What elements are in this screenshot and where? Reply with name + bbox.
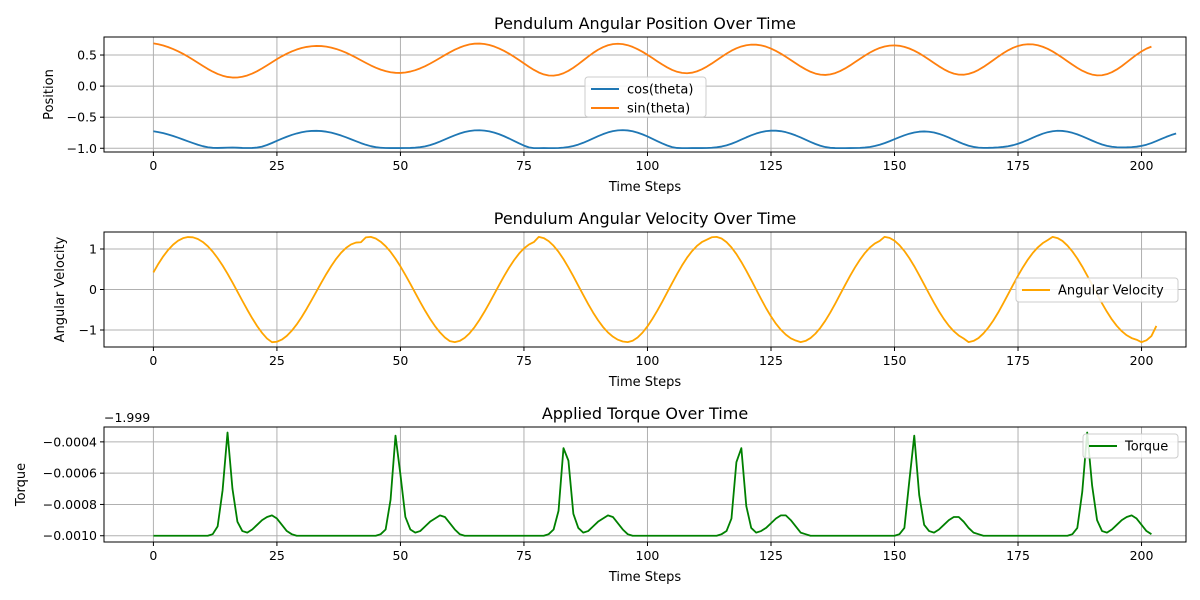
legend-entry-label: cos(theta) [627,83,693,98]
legend: cos(theta) sin(theta) [584,76,707,118]
legend: Torque [1082,433,1179,459]
y-axis-label: Angular Velocity [53,236,68,342]
y-tick-label: −1.0 [67,141,97,156]
y-tick-label: −0.0008 [43,497,97,512]
x-tick-label: 200 [1130,353,1154,368]
x-tick-label: 125 [759,353,783,368]
x-tick-label: 25 [269,353,285,368]
x-tick-label: 150 [883,548,907,563]
legend-box [1082,433,1179,459]
y-tick-label: 0.5 [77,48,97,63]
y-tick-label: −0.5 [67,110,97,125]
x-tick-label: 150 [883,353,907,368]
x-tick-label: 125 [759,548,783,563]
x-tick-label: 75 [516,548,532,563]
x-tick-label: 0 [149,353,157,368]
x-tick-label: 100 [636,353,660,368]
y-tick-label: 0.0 [77,79,97,94]
chart-panel-1: 0 25 50 75 100 125 150 175 200 −1.0 −0.5 0.0 0.5 Pend… [42,14,1187,195]
plot-frame [103,426,1187,543]
legend-box [1015,277,1179,303]
x-axis-label: Time Steps [608,375,682,390]
legend: Angular Velocity [1015,277,1179,303]
legend-entry-label: Angular Velocity [1058,284,1164,299]
x-tick-label: 50 [392,158,408,173]
y-tick-label: 0 [89,282,97,297]
x-tick-label: 50 [392,548,408,563]
x-tick-label: 100 [636,158,660,173]
legend-entry-label: sin(theta) [627,102,690,117]
x-tick-label: 0 [149,548,157,563]
x-tick-label: 75 [516,158,532,173]
x-tick-label: 50 [392,353,408,368]
series-line-angular-velocity [152,235,1158,344]
chart-title: Applied Torque Over Time [542,404,748,423]
x-tick-label: 175 [1006,548,1030,563]
x-tick-label: 0 [149,158,157,173]
x-tick-label: 25 [269,548,285,563]
x-tick-label: 200 [1130,158,1154,173]
series-line-cos-theta- [153,129,1177,150]
x-tick-label: 150 [883,158,907,173]
series-line-sin-theta- [153,42,1152,79]
chart-title: Pendulum Angular Position Over Time [494,14,796,33]
y-axis-label: Torque [14,463,29,507]
x-tick-label: 175 [1006,158,1030,173]
y-axis-label: Position [42,69,57,120]
x-tick-label: 25 [269,158,285,173]
plot-frame [103,36,1187,153]
chart-panel-3: 0 25 50 75 100 125 150 175 200 −0.0010 −0.0008 −0.0… [14,404,1187,585]
y-tick-label: 1 [89,242,97,257]
y-tick-label: −1 [79,322,97,337]
y-offset-label: −1.999 [104,410,150,425]
x-tick-label: 100 [636,548,660,563]
chart-title: Pendulum Angular Velocity Over Time [494,209,797,228]
x-tick-label: 75 [516,353,532,368]
x-tick-label: 175 [1006,353,1030,368]
chart-panel-2: 0 25 50 75 100 125 150 175 200 −1 0 1 Pendulum Angul… [53,209,1187,390]
y-tick-label: −0.0006 [43,466,97,481]
x-axis-label: Time Steps [608,570,682,585]
series-line-torque [153,431,1152,537]
x-tick-label: 125 [759,158,783,173]
y-tick-label: −0.0004 [43,434,97,449]
x-tick-label: 200 [1130,548,1154,563]
legend-entry-label: Torque [1124,440,1168,455]
x-axis-label: Time Steps [608,180,682,195]
y-tick-label: −0.0010 [43,528,97,543]
